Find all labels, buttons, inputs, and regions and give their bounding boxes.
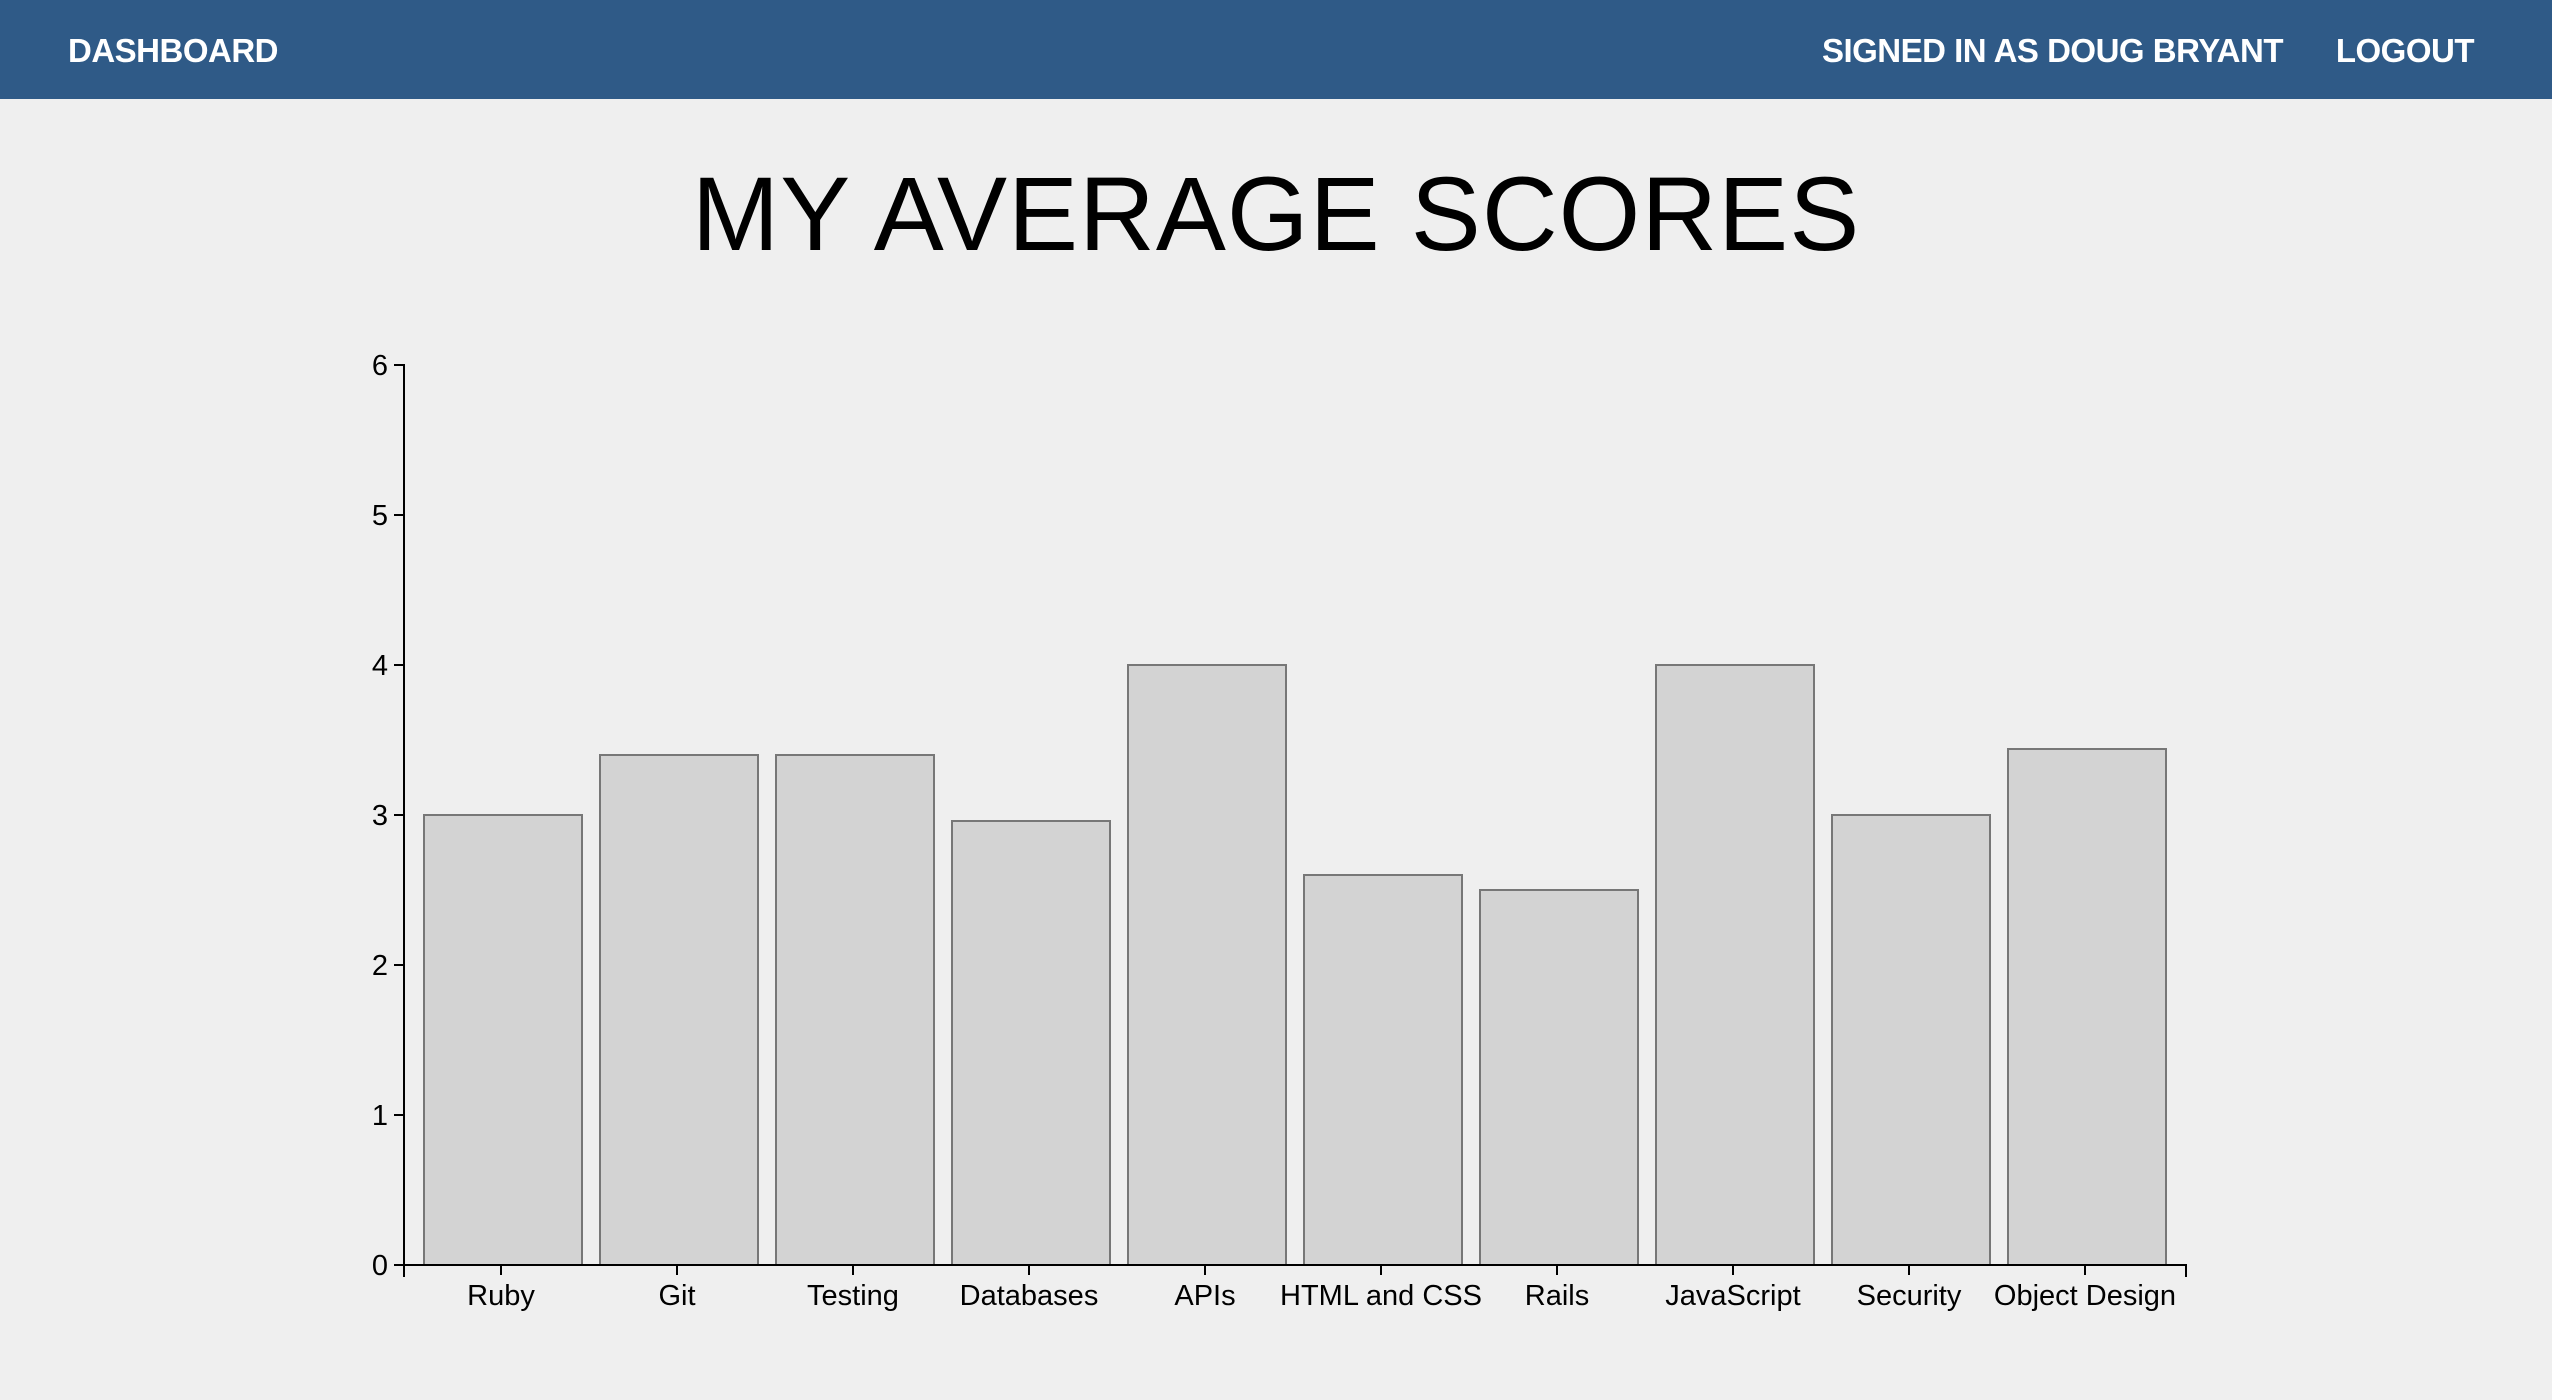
x-tick-label-databases: Databases (960, 1280, 1099, 1312)
bar-databases (951, 820, 1111, 1266)
x-axis-line (403, 1264, 2187, 1277)
x-tick-label-security: Security (1857, 1280, 1962, 1312)
dashboard-link[interactable]: DASHBOARD (68, 32, 279, 69)
y-tick-label: 5 (372, 500, 388, 532)
axes-layer: 0 1 2 3 4 5 6 Ruby Git Testing Databases APIs HTML a… (372, 350, 2187, 1312)
x-tick-label-git: Git (658, 1280, 695, 1312)
x-tick-label-rails: Rails (1525, 1280, 1589, 1312)
bar-rails (1479, 889, 1639, 1266)
bar-git (599, 754, 759, 1266)
logout-link[interactable]: LOGOUT (2335, 32, 2475, 69)
y-tick-label: 3 (372, 800, 388, 832)
bar-security (1831, 814, 1991, 1266)
y-tick-label: 2 (372, 950, 388, 982)
page-title: MY AVERAGE SCORES (691, 156, 1861, 273)
bar-javascript (1655, 664, 1815, 1266)
bar-apis (1127, 664, 1287, 1266)
bar-html-and-css (1303, 874, 1463, 1266)
x-tick-label-javascript: JavaScript (1665, 1280, 1800, 1312)
bar-object-design (2007, 748, 2167, 1266)
bar-testing (775, 754, 935, 1266)
x-tick-label-object-design: Object Design (1994, 1280, 2176, 1312)
x-tick-label-testing: Testing (807, 1280, 899, 1312)
x-tick-label-html-and-css: HTML and CSS (1280, 1280, 1482, 1312)
bars-layer (423, 664, 2167, 1266)
signed-in-user-label: SIGNED IN AS DOUG BRYANT (1821, 32, 2284, 69)
y-tick-label: 6 (372, 350, 388, 382)
y-tick-label: 1 (372, 1100, 388, 1132)
x-tick-label-apis: APIs (1174, 1280, 1235, 1312)
bar-ruby (423, 814, 583, 1266)
top-navigation-bar: DASHBOARD SIGNED IN AS DOUG BRYANT LOGOU… (0, 0, 2552, 99)
x-tick-label-ruby: Ruby (467, 1280, 535, 1312)
y-tick-label: 0 (372, 1250, 388, 1282)
y-tick-label: 4 (372, 650, 388, 682)
